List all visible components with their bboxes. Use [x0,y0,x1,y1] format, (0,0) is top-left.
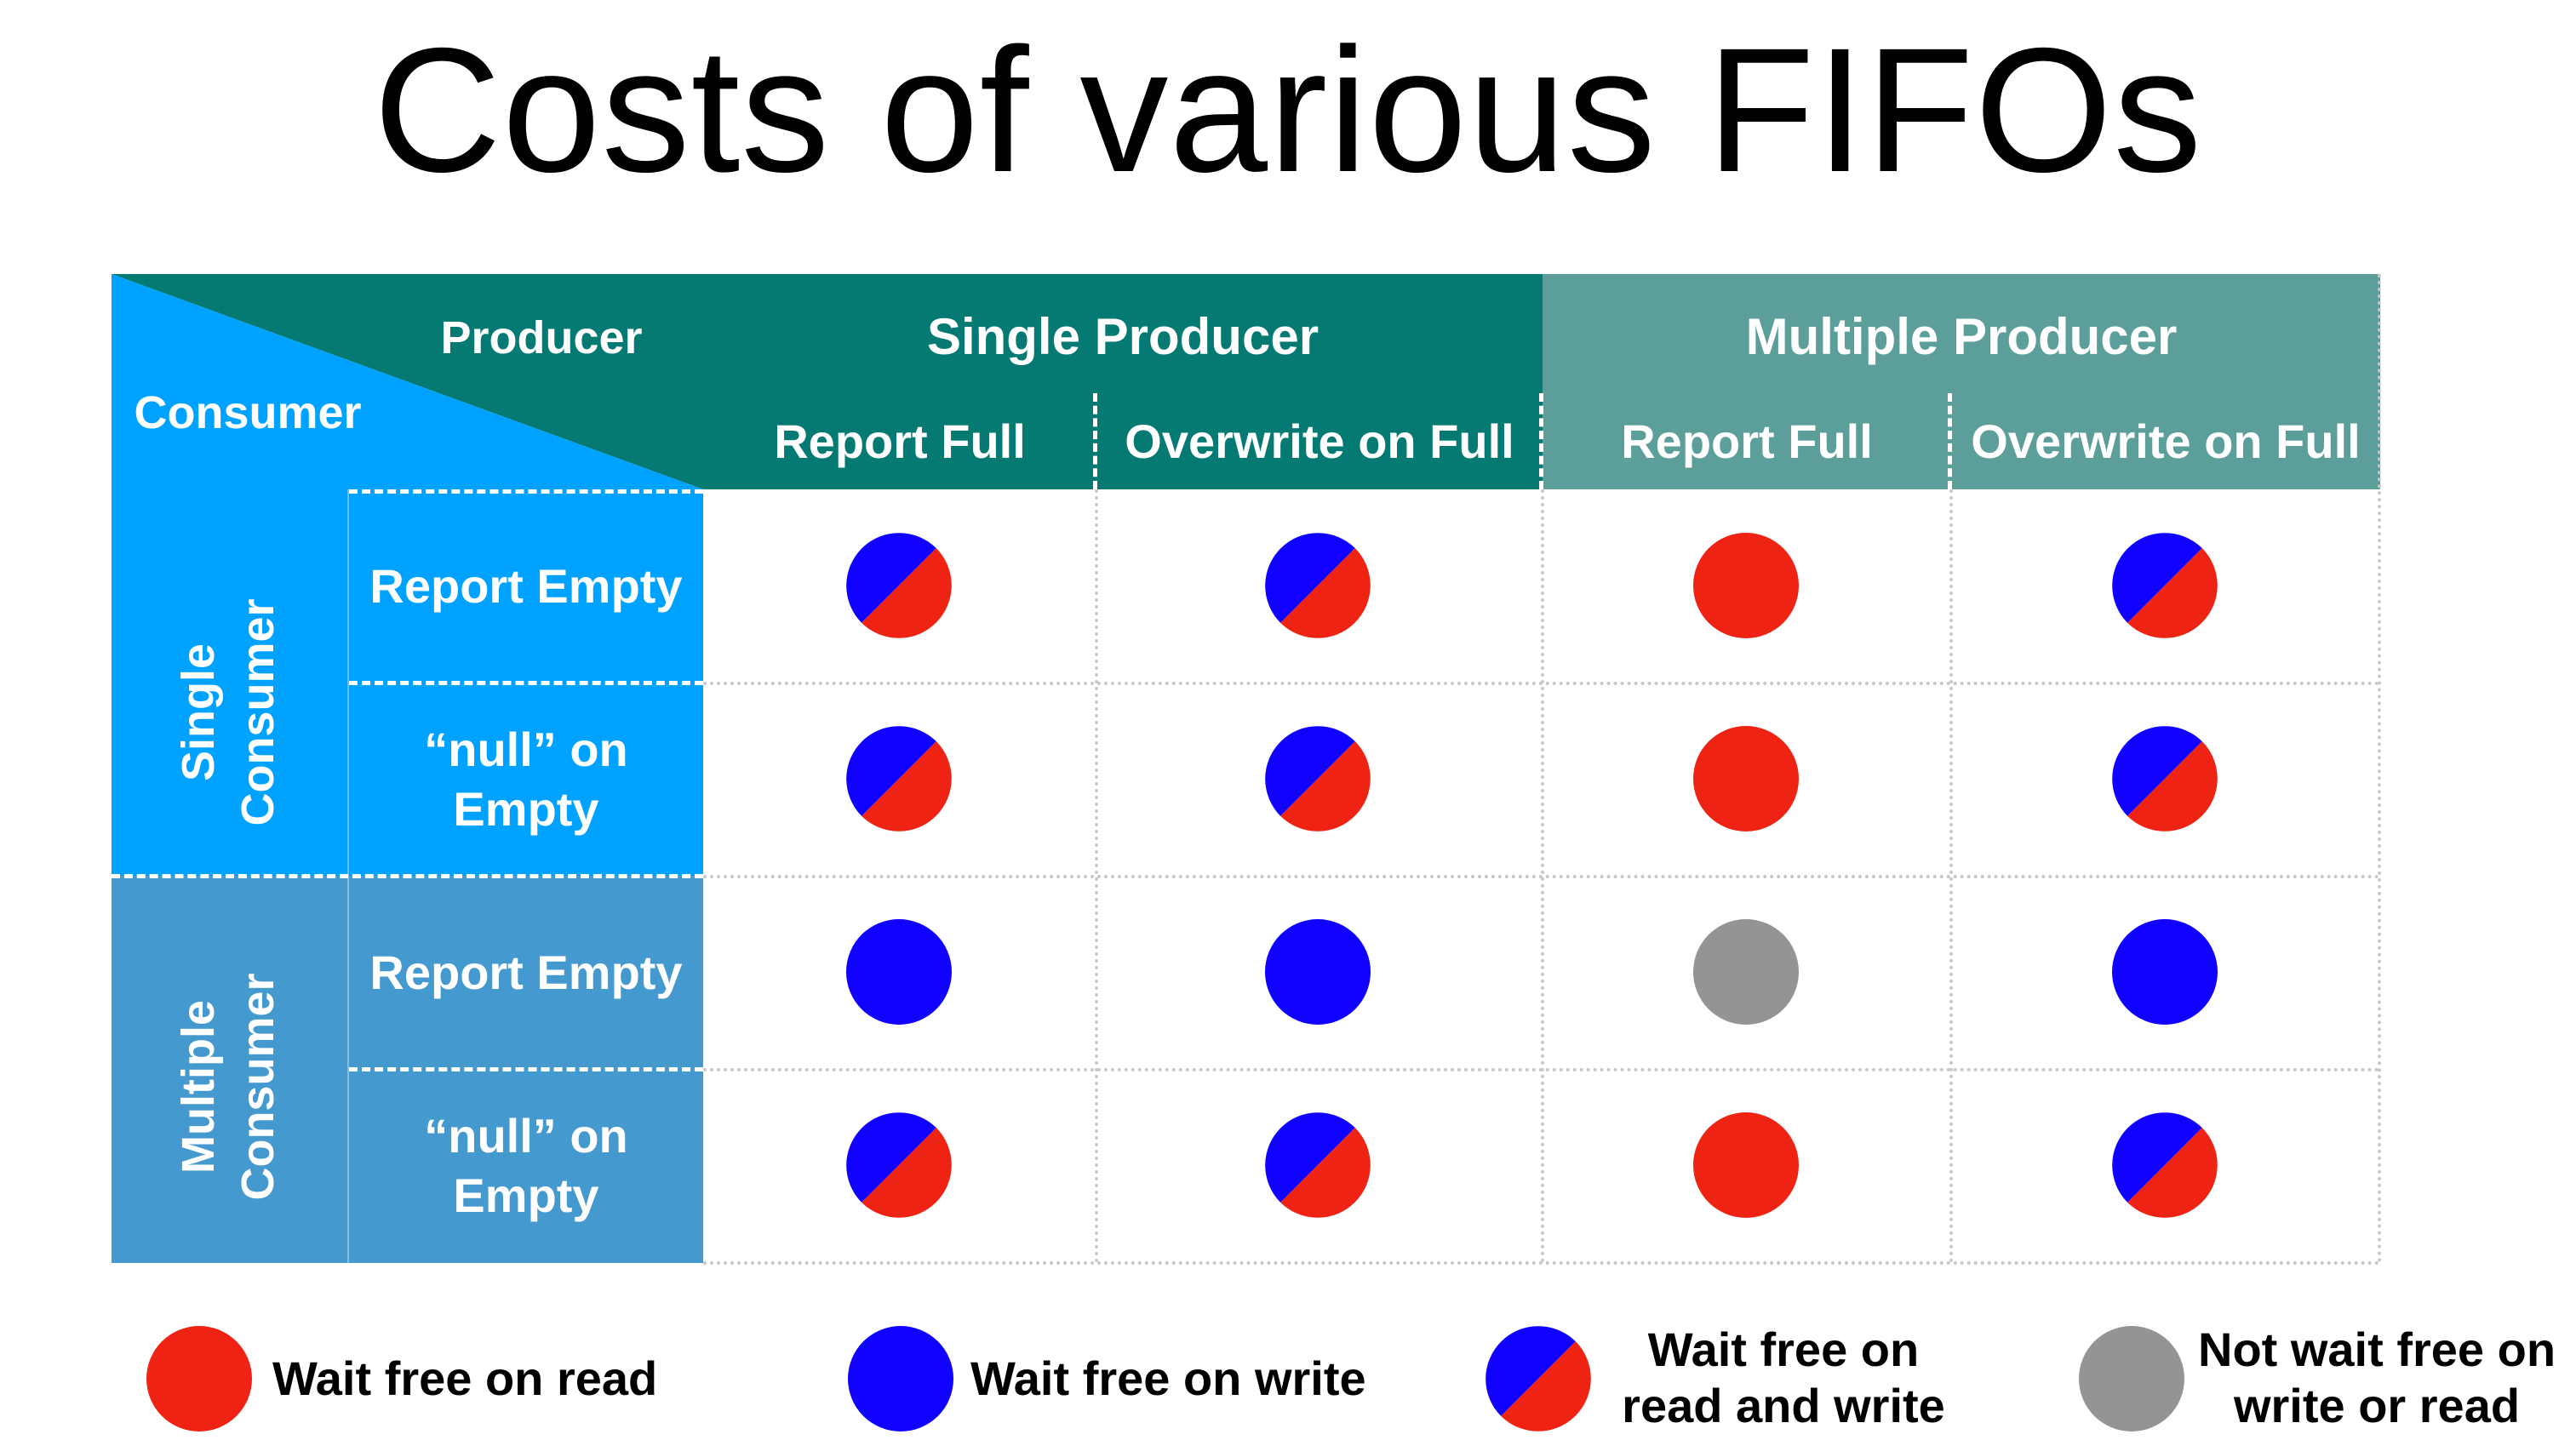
producer-group-single [703,274,1543,489]
blue-dot-icon [1265,919,1371,1025]
split-dot-icon [846,726,952,831]
producer-group-multiple-label: Multiple Producer [1745,307,2178,365]
gray-dot-icon [1693,919,1799,1025]
legend-blue-dot-icon [848,1326,953,1431]
split-dot-icon [2112,533,2218,638]
consumer-group-divider [112,874,703,878]
legend-label-line1: Wait free on write [970,1351,1366,1405]
split-dot-icon [2112,726,2218,831]
page-title: Costs of various FIFOs [373,12,2203,209]
red-dot-icon [1693,1112,1799,1218]
consumer-sub-multiple-report-empty: Report Empty [349,876,703,1069]
corner-header: Producer Consumer [112,274,703,489]
legend-label-line2: read and write [1622,1379,1945,1432]
legend-label: Wait free on read and write [1605,1322,1962,1434]
consumer-sub-line2: Empty [453,781,599,836]
corner-consumer-label: Consumer [134,387,362,438]
legend-gray-dot-icon [2079,1326,2184,1431]
consumer-group-multiple-label-line1: Multiple [173,1000,224,1174]
producer-group-divider [1539,393,1543,489]
legend-split-dot-icon [1485,1326,1591,1431]
consumer-sub-single-null-on-empty: “null” on Empty [349,683,703,876]
consumer-sub-divider [349,681,703,685]
grid-line [703,1068,2380,1071]
split-dot-icon [1265,1112,1371,1218]
grid-line [703,682,2380,685]
legend-label: Wait free on write [970,1351,1396,1407]
consumer-sub-line2: Empty [453,1169,599,1222]
legend-label: Wait free on read [272,1351,681,1407]
consumer-group-multiple-label-line2: Consumer [232,973,283,1201]
consumer-sub-divider [349,1067,703,1071]
consumer-sub-multiple-null-on-empty: “null” on Empty [349,1069,703,1263]
split-dot-icon [846,533,952,638]
producer-sub-divider [1093,393,1097,489]
legend-label-line1: Wait free on read [272,1351,658,1405]
grid-line [2378,274,2381,1263]
legend-label-line1: Not wait free on [2198,1323,2556,1376]
producer-sub-divider [1948,393,1952,489]
legend-red-dot-icon [146,1326,252,1431]
split-dot-icon [1265,533,1371,638]
legend-label-line2: write or read [2233,1379,2521,1432]
legend-label: Not wait free on write or read [2198,1322,2556,1434]
legend-label-line1: Wait free on [1647,1323,1920,1376]
grid-line [703,1261,2380,1265]
consumer-label-divider [347,489,349,1263]
consumer-sub-line1: “null” on [424,722,628,776]
producer-sub-multiple-report-full: Report Full [1621,414,1873,468]
consumer-sub-line1: “null” on [424,1109,628,1163]
blue-dot-icon [2112,919,2218,1025]
red-dot-icon [1693,533,1799,638]
blue-dot-icon [846,919,952,1025]
red-dot-icon [1693,726,1799,831]
producer-group-single-label: Single Producer [926,307,1319,365]
consumer-sub-divider [349,489,703,494]
split-dot-icon [846,1112,952,1218]
grid-line [703,875,2380,878]
producer-group-multiple [1543,274,2380,489]
split-dot-icon [2112,1112,2218,1218]
consumer-sub-single-report-empty: Report Empty [349,489,703,683]
corner-producer-label: Producer [440,312,643,363]
consumer-sub-line1: Report Empty [369,558,683,613]
consumer-group-multiple-label: Multiple Consumer [169,857,288,1317]
producer-sub-multiple-overwrite-on-full: Overwrite on Full [1971,414,2361,468]
producer-sub-single-report-full: Report Full [774,414,1026,468]
corner-diagonal-graphic [112,274,703,489]
split-dot-icon [1265,726,1371,831]
producer-sub-single-overwrite-on-full: Overwrite on Full [1125,414,1514,468]
consumer-sub-line1: Report Empty [369,945,683,999]
